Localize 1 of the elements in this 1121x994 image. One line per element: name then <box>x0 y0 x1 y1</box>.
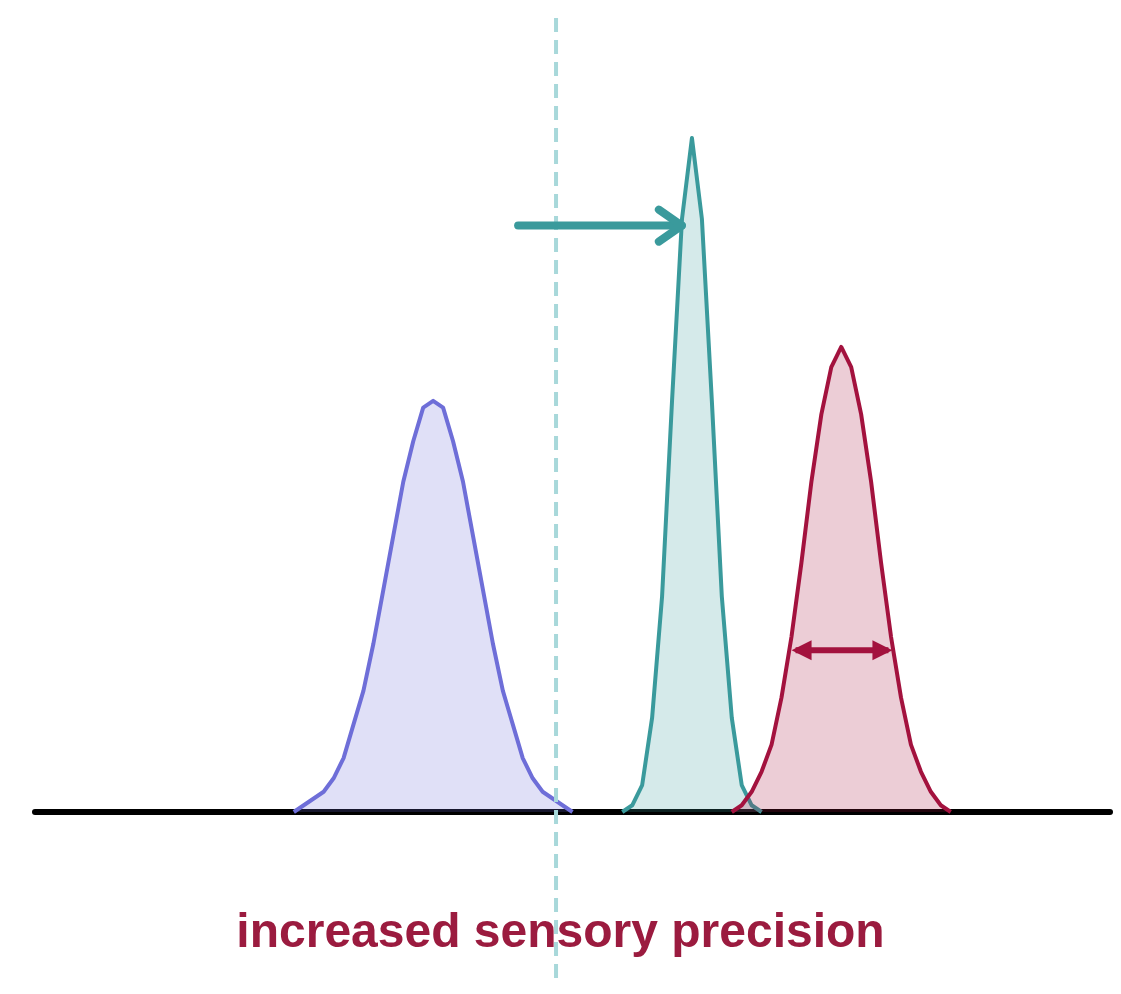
text: increased sensory precision <box>236 903 885 957</box>
